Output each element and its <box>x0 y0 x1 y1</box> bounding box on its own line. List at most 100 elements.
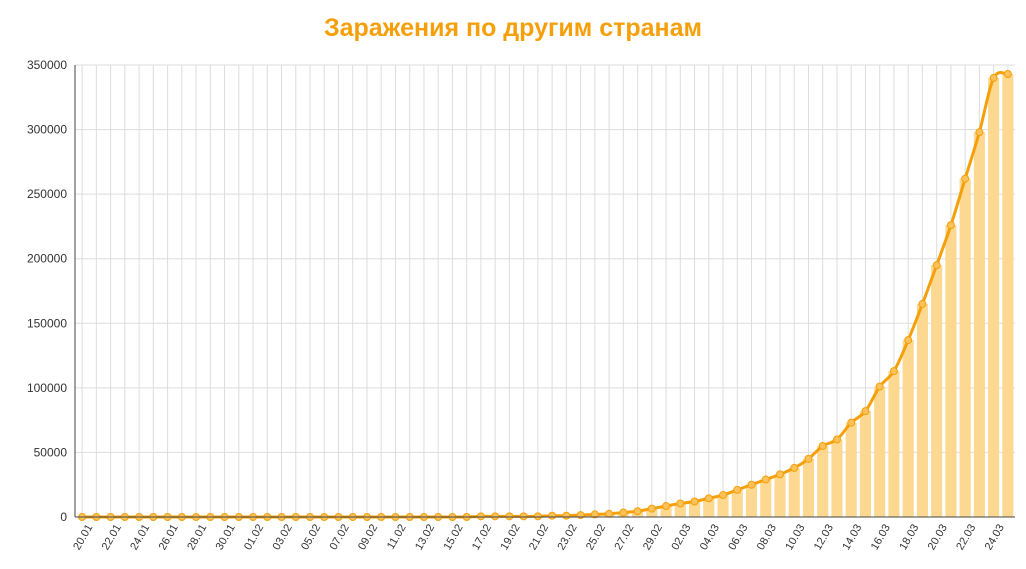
data-point <box>861 407 870 416</box>
x-tick-label: 04.03 <box>698 522 722 552</box>
y-tick-label: 350000 <box>27 58 67 72</box>
data-point <box>847 418 856 427</box>
data-point <box>776 470 784 479</box>
data-point <box>875 382 884 391</box>
bar <box>902 340 914 517</box>
bar <box>760 479 772 517</box>
x-tick-label: 06.03 <box>726 522 750 552</box>
bar <box>859 411 872 517</box>
x-tick-label: 03.02 <box>271 522 295 552</box>
bar <box>845 422 857 517</box>
bar <box>874 386 886 517</box>
data-point <box>761 475 770 484</box>
x-tick-label: 08.03 <box>755 522 779 552</box>
bar <box>703 498 715 517</box>
data-point <box>519 512 528 521</box>
data-point <box>476 512 485 521</box>
data-point <box>747 480 756 489</box>
x-tick-label: 14.03 <box>840 522 864 552</box>
bar <box>817 445 829 517</box>
data-point <box>733 485 742 494</box>
x-tick-label: 12.03 <box>812 522 836 552</box>
x-tick-label: 09.02 <box>356 522 380 552</box>
data-point <box>818 441 827 450</box>
bar <box>774 474 786 517</box>
data-point <box>662 502 671 511</box>
data-point <box>647 504 656 513</box>
x-tick-label: 23.02 <box>555 522 579 552</box>
data-point <box>904 336 913 345</box>
x-tick-label: 24.01 <box>128 522 152 552</box>
x-tick-label: 02.03 <box>669 522 693 552</box>
data-point <box>619 508 628 517</box>
x-tick-label: 29.02 <box>641 522 665 552</box>
y-tick-label: 300000 <box>27 123 67 137</box>
y-tick-label: 100000 <box>27 381 67 395</box>
bar <box>973 132 985 517</box>
x-tick-label: 21.02 <box>527 522 551 552</box>
data-point <box>590 510 599 519</box>
y-tick-label: 200000 <box>27 252 67 266</box>
y-tick-label: 50000 <box>34 445 68 459</box>
bar <box>788 467 800 517</box>
x-tick-label: 22.03 <box>954 522 978 552</box>
bar <box>916 303 928 517</box>
grid-lines <box>75 64 1015 518</box>
data-point <box>946 221 955 230</box>
bar <box>717 495 729 517</box>
data-point <box>576 511 585 520</box>
data-point <box>1003 70 1012 79</box>
data-point <box>704 494 713 503</box>
x-tick-label: 20.01 <box>71 522 95 552</box>
data-point <box>989 73 998 82</box>
bar <box>945 225 957 517</box>
x-tick-label: 05.02 <box>299 522 323 552</box>
bar <box>931 265 943 517</box>
x-tick-label: 24.03 <box>983 522 1007 552</box>
x-tick-label: 20.03 <box>926 522 950 552</box>
x-tick-label: 01.02 <box>242 522 266 552</box>
x-tick-label: 26.01 <box>157 522 181 552</box>
x-tick-label: 11.02 <box>385 522 409 551</box>
data-point <box>491 512 500 521</box>
x-tick-label: 22.01 <box>100 522 124 552</box>
data-point <box>533 512 542 521</box>
y-tick-label: 0 <box>60 510 67 524</box>
x-tick-label: 13.02 <box>413 522 437 552</box>
data-point <box>832 435 841 444</box>
bar <box>959 178 971 517</box>
bar <box>731 489 743 517</box>
x-tick-label: 07.02 <box>328 522 352 552</box>
y-tick-label: 150000 <box>27 316 67 330</box>
data-point <box>562 511 571 520</box>
data-point <box>889 367 898 376</box>
bar <box>888 371 900 517</box>
data-point <box>633 507 642 516</box>
bar <box>988 77 1000 518</box>
y-tick-label: 250000 <box>27 187 67 201</box>
x-tick-label: 19.02 <box>499 522 523 552</box>
data-point <box>690 497 699 506</box>
data-point <box>918 299 927 308</box>
bars <box>475 74 1014 518</box>
data-point <box>932 261 941 270</box>
data-point <box>676 499 685 508</box>
data-point <box>605 509 614 518</box>
data-point <box>505 512 514 521</box>
bar <box>1002 74 1014 517</box>
chart-title: Заражения по другим странам <box>323 14 703 42</box>
x-tick-label: 18.03 <box>897 522 921 552</box>
x-tick-label: 30.01 <box>214 522 238 552</box>
x-tick-label: 15.02 <box>442 522 466 552</box>
data-point <box>975 128 984 137</box>
points <box>78 70 1012 521</box>
bar <box>745 484 758 517</box>
bar <box>831 439 843 517</box>
bar <box>802 458 815 517</box>
x-tick-label: 27.02 <box>612 522 636 552</box>
data-point <box>961 174 970 183</box>
data-point <box>790 463 799 472</box>
data-point <box>719 491 728 500</box>
x-tick-label: 17.02 <box>470 522 494 552</box>
